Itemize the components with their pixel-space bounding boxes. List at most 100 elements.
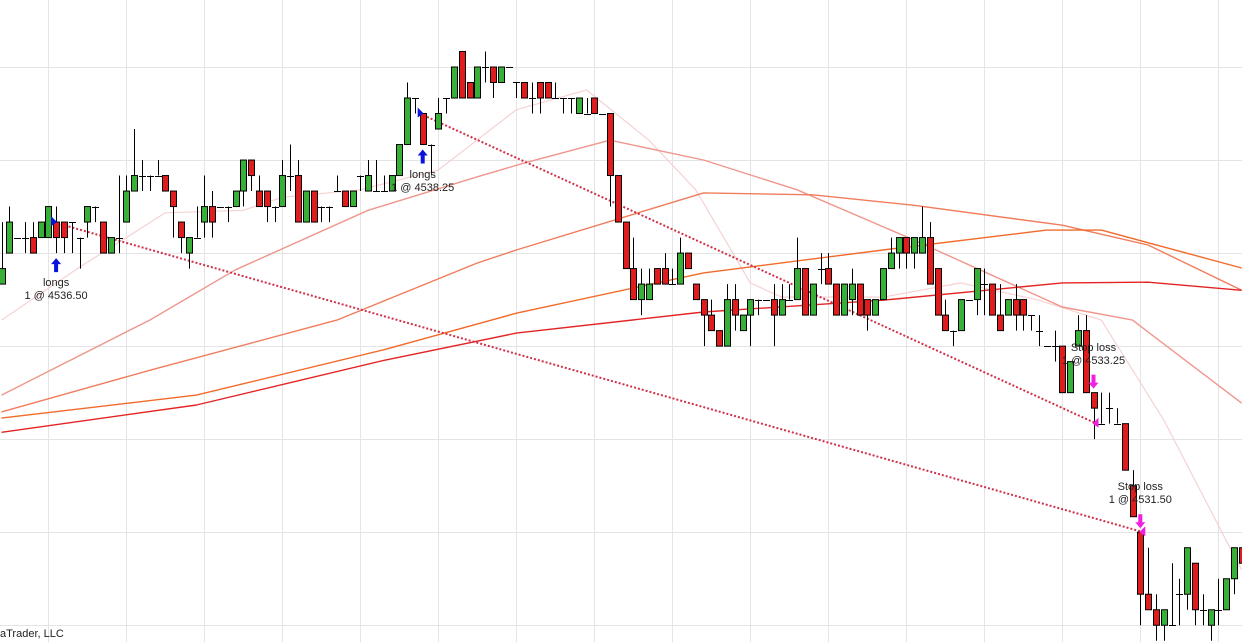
- candle-body-up: [108, 237, 115, 254]
- candle: [38, 221, 45, 239]
- candle-body-down: [662, 268, 669, 285]
- candle: [6, 206, 13, 254]
- trade-markers: [51, 107, 1146, 537]
- candle-body-up: [841, 283, 848, 316]
- candle-body-up: [872, 299, 879, 316]
- candle: [779, 284, 786, 316]
- candle: [389, 175, 396, 192]
- candle-body-down: [864, 299, 871, 316]
- candle: [513, 82, 520, 99]
- candle: [794, 237, 801, 301]
- candle-body-up: [576, 97, 583, 115]
- candle-body-up: [123, 190, 130, 223]
- candle: [155, 160, 162, 177]
- candle: [864, 299, 871, 331]
- candle: [545, 81, 552, 99]
- candle: [615, 175, 622, 223]
- candle-body-down: [178, 221, 185, 239]
- candle: [755, 299, 762, 316]
- candle-body-up: [1231, 547, 1238, 580]
- candle-body-up: [810, 283, 817, 316]
- candle: [1192, 562, 1199, 626]
- candle: [989, 283, 996, 316]
- candle: [412, 98, 419, 114]
- candle: [708, 299, 715, 332]
- candle: [225, 206, 232, 223]
- candle-body-down: [30, 237, 37, 254]
- candle: [30, 222, 37, 254]
- candle: [896, 237, 903, 269]
- candle: [1020, 299, 1027, 331]
- candle: [763, 300, 770, 301]
- candle: [342, 190, 349, 208]
- candle-body-up: [38, 221, 45, 239]
- candle: [498, 66, 505, 83]
- candle-body-up: [240, 159, 247, 192]
- candle: [350, 190, 357, 208]
- candle: [435, 98, 442, 130]
- candle-body-up: [404, 97, 411, 146]
- candle: [911, 237, 918, 269]
- candle-body-up: [888, 252, 895, 270]
- candle: [716, 330, 723, 347]
- candle-body-down: [264, 190, 271, 208]
- candle: [311, 190, 318, 223]
- candle: [357, 175, 364, 192]
- candle: [334, 175, 341, 192]
- candle: [1091, 392, 1098, 440]
- candle: [903, 237, 910, 269]
- candle: [303, 190, 310, 223]
- candle: [272, 206, 279, 223]
- candle: [833, 283, 840, 316]
- candle-body-down: [708, 314, 715, 332]
- candle: [61, 221, 68, 254]
- candle: [802, 268, 809, 316]
- candle: [981, 268, 988, 316]
- candle-body-up: [435, 113, 442, 130]
- candle: [194, 206, 201, 239]
- candle-body-up: [498, 66, 505, 83]
- candle-body-down: [170, 190, 177, 208]
- exit-triangle-icon: [1139, 526, 1146, 537]
- candle: [186, 237, 193, 269]
- candle: [162, 175, 169, 192]
- candle-body-up: [1075, 330, 1082, 347]
- candle: [373, 160, 380, 192]
- candle-body-down: [521, 81, 528, 99]
- candle: [1036, 315, 1043, 347]
- candle: [880, 268, 887, 301]
- candle-body-down: [53, 221, 60, 239]
- candle-body-down: [1122, 423, 1129, 471]
- candle: [490, 66, 497, 99]
- candle-body-down: [903, 237, 910, 254]
- candle: [365, 160, 372, 192]
- candle: [529, 82, 536, 114]
- candle: [771, 284, 778, 347]
- arrow-up-icon: [417, 149, 428, 164]
- candle: [14, 238, 21, 239]
- candle-body-down: [1013, 299, 1020, 316]
- candle: [662, 253, 669, 285]
- candle: [131, 129, 138, 192]
- candle: [1005, 299, 1012, 316]
- exit-label-text: Stop loss: [1070, 341, 1117, 354]
- candle: [942, 299, 949, 332]
- candle-body-up: [849, 283, 856, 301]
- candle-body-up: [0, 268, 6, 285]
- candle: [669, 268, 676, 285]
- candle-body-down: [1083, 330, 1090, 394]
- candle: [576, 97, 583, 115]
- candle: [935, 268, 942, 316]
- candle: [825, 253, 832, 285]
- candle-body-down: [1153, 609, 1160, 626]
- entry-label-1: longs 1 @ 4536.50: [25, 277, 88, 303]
- candle-body-up: [794, 268, 801, 301]
- candle: [888, 237, 895, 270]
- candle-body-up: [350, 190, 357, 208]
- candle-body-up: [740, 314, 747, 332]
- candle-body-down: [467, 81, 474, 99]
- candle-body-up: [1223, 578, 1230, 611]
- candle: [287, 144, 294, 192]
- candle: [92, 206, 99, 223]
